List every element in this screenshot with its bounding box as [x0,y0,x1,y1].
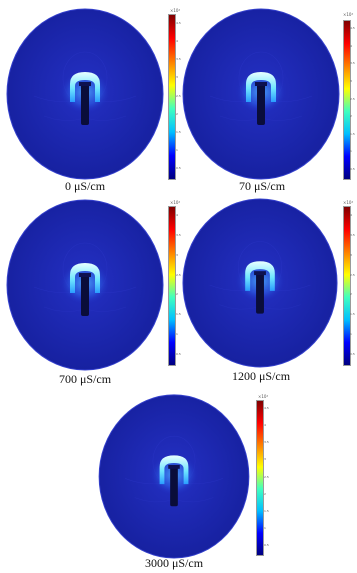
colorbar-tick-label: 1.5 [176,312,181,317]
colorbar-tick-label: 3.5 [350,233,355,238]
colorbar-tick-label: 1 [176,331,178,336]
colorbar-tick-label: 2.5 [264,474,269,479]
colorbar-tick-label: 1.5 [264,508,269,513]
colorbar-tick-label: 4 [176,213,178,218]
colorbar-tick-label: 1.5 [350,312,355,317]
colorbar-tick-label: 4.5 [350,26,355,31]
colorbar-tick-label: 4 [350,43,352,48]
colorbar-exponent: ×10⁴ [343,200,354,205]
colorbar-tick-label: 3 [176,252,178,257]
colorbar-tick-label: 1 [264,525,266,530]
colorbar-1200-uscm [343,206,351,366]
colorbar-tick-label: 0.5 [176,166,181,171]
colorbar-tick-label: 3.5 [176,57,181,62]
caption-0-uscm: 0 μS/cm [64,179,106,193]
colorbar-tick-label: 0.5 [350,166,355,171]
caption-1200-uscm: 1200 μS/cm [231,369,291,383]
colorbar-tick-label: 2.5 [350,272,355,277]
colorbar-tick-label: 3 [350,78,352,83]
field-simulation-1200-uscm [182,198,338,368]
colorbar-tick-label: 3 [350,252,352,257]
colorbar-tick-label: 1.5 [176,129,181,134]
colorbar-tick-label: 3 [176,75,178,80]
colorbar-tick-label: 2 [350,114,352,119]
colorbar-0-uscm [168,14,176,180]
colorbar-tick-label: 3.5 [350,61,355,66]
colorbar-tick-label: 3.5 [264,440,269,445]
caption-70-uscm: 70 μS/cm [238,179,286,193]
colorbar-700-uscm [168,206,176,366]
colorbar-tick-label: 3 [264,457,266,462]
colorbar-ticks: 4 3.5 3 2.5 2 1.5 1 0.5 [350,206,357,364]
colorbar-exponent: ×10⁴ [170,200,181,205]
caption-700-uscm: 700 μS/cm [58,372,112,386]
colorbar-tick-label: 4.5 [176,20,181,25]
colorbar-tick-label: 0.5 [176,351,181,356]
colorbar-tick-label: 2 [176,111,178,116]
colorbar-tick-label: 2.5 [176,93,181,98]
colorbar-ticks: 4.5 4 3.5 3 2.5 2 1.5 1 0.5 [264,400,274,554]
colorbar-tick-label: 1.5 [350,131,355,136]
colorbar-tick-label: 0.5 [264,542,269,547]
colorbar-tick-label: 1 [350,149,352,154]
colorbar-ticks: 4.5 4 3.5 3 2.5 2 1.5 1 0.5 [350,20,357,178]
colorbar-tick-label: 4 [176,38,178,43]
colorbar-tick-label: 3.5 [176,233,181,238]
field-simulation-3000-uscm [98,394,250,559]
caption-3000-uscm: 3000 μS/cm [144,556,204,570]
field-simulation-70-uscm [182,8,340,180]
colorbar-exponent: ×10⁴ [343,12,354,17]
colorbar-70-uscm [343,20,351,180]
colorbar-exponent: ×10⁴ [170,8,181,13]
colorbar-tick-label: 2 [350,292,352,297]
colorbar-tick-label: 4 [350,213,352,218]
colorbar-tick-label: 1 [176,148,178,153]
colorbar-ticks: 4.5 4 3.5 3 2.5 2 1.5 1 0.5 [176,14,186,178]
colorbar-3000-uscm [256,400,264,556]
colorbar-tick-label: 4.5 [264,406,269,411]
colorbar-tick-label: 2 [264,491,266,496]
colorbar-tick-label: 2 [176,292,178,297]
colorbar-tick-label: 1 [350,331,352,336]
field-simulation-0-uscm [6,8,164,180]
colorbar-tick-label: 0.5 [350,351,355,356]
colorbar-exponent: ×10⁴ [258,394,269,399]
colorbar-tick-label: 2.5 [176,272,181,277]
colorbar-ticks: 4 3.5 3 2.5 2 1.5 1 0.5 [176,206,186,364]
colorbar-tick-label: 4 [264,423,266,428]
colorbar-tick-label: 2.5 [350,96,355,101]
field-simulation-700-uscm [6,199,164,371]
